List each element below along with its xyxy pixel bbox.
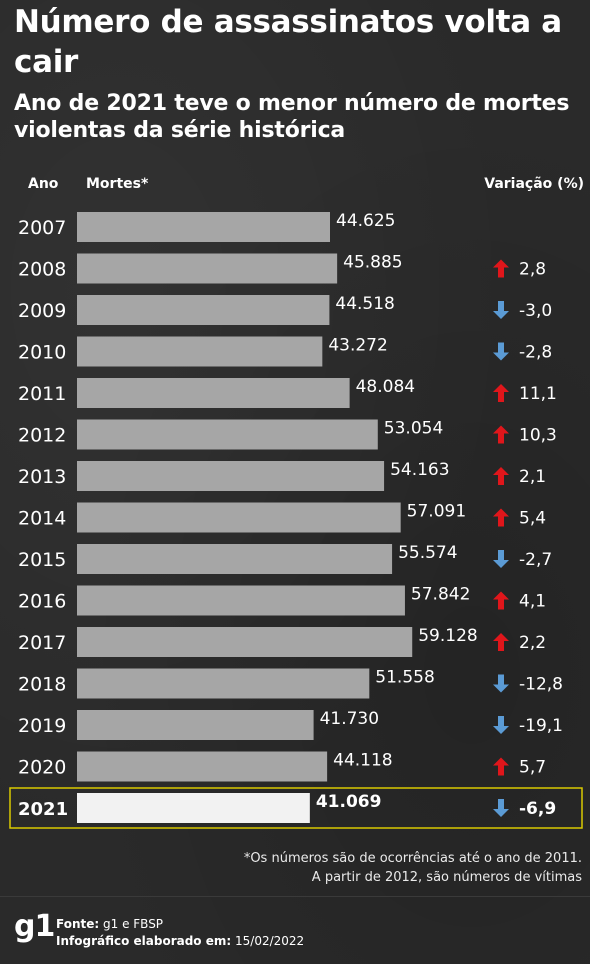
bar	[77, 295, 330, 325]
arrow-up-icon	[493, 757, 509, 776]
made-label: Infográfico elaborado em:	[56, 934, 232, 948]
year-label: 2016	[18, 591, 66, 613]
footnote: *Os números são de ocorrências até o ano…	[244, 849, 582, 887]
variation-label: -12,8	[519, 675, 563, 695]
bar	[77, 544, 393, 574]
variation-label: -19,1	[519, 716, 563, 736]
arrow-up-icon	[493, 633, 509, 651]
g1-logo: g1	[14, 909, 55, 944]
bar	[77, 336, 323, 367]
data-label: 55.574	[398, 543, 457, 563]
footnote-line-2: A partir de 2012, são números de vítimas	[311, 870, 582, 885]
variation-label: 10,3	[519, 426, 557, 446]
year-label: 2014	[18, 508, 66, 530]
year-label: 2020	[18, 757, 66, 779]
data-label: 53.054	[384, 419, 443, 439]
data-label: 44.625	[336, 211, 395, 231]
data-label: 41.730	[320, 709, 379, 729]
arrow-up-icon	[493, 508, 509, 527]
source-value: g1 e FBSP	[103, 917, 164, 931]
year-label: 2009	[18, 300, 66, 322]
bar	[77, 793, 310, 823]
data-label: 44.518	[335, 294, 394, 314]
variation-label: -3,0	[519, 301, 552, 321]
variation-label: 2,1	[519, 467, 546, 487]
arrow-down-icon	[493, 674, 509, 693]
arrow-down-icon	[493, 716, 509, 734]
bar	[77, 253, 338, 284]
made-value: 15/02/2022	[235, 934, 305, 948]
arrow-down-icon	[493, 550, 509, 568]
arrow-up-icon	[493, 384, 509, 402]
bar	[77, 751, 328, 782]
variation-label: 5,7	[519, 758, 546, 778]
data-label: 45.885	[343, 253, 402, 273]
arrow-up-icon	[493, 591, 509, 610]
year-label: 2017	[18, 632, 66, 654]
highlight-frame	[9, 787, 583, 829]
bar	[77, 461, 385, 491]
footnote-line-1: *Os números são de ocorrências até o ano…	[243, 851, 582, 866]
year-label: 2010	[18, 342, 66, 364]
bar	[77, 710, 314, 740]
chart-title: Número de assassinatos volta a cair	[14, 4, 562, 80]
data-label: 54.163	[390, 460, 449, 480]
year-label: 2018	[18, 674, 66, 696]
data-label: 57.842	[411, 585, 470, 605]
bar	[77, 668, 370, 699]
variation-label: 2,2	[519, 633, 546, 653]
variation-label: -6,9	[519, 799, 556, 819]
source-block: Fonte: g1 e FBSP Infográfico elaborado e…	[56, 916, 304, 950]
year-label: 2012	[18, 425, 66, 447]
bar	[77, 585, 405, 616]
data-label: 43.272	[328, 336, 387, 356]
bar	[77, 419, 378, 450]
arrow-down-icon	[493, 301, 509, 319]
bar	[77, 502, 401, 533]
data-label: 41.069	[316, 792, 382, 812]
chart-subtitle: Ano de 2021 teve o menor número de morte…	[14, 91, 570, 143]
variation-column-header: Variação (%)	[484, 176, 584, 192]
arrow-up-icon	[493, 425, 509, 444]
year-column-header: Ano	[28, 176, 59, 192]
variation-label: 5,4	[519, 509, 546, 529]
year-label: 2008	[18, 259, 66, 281]
source-label: Fonte:	[56, 917, 100, 931]
footer-divider	[0, 896, 590, 897]
year-label: 2013	[18, 466, 66, 488]
year-label: 2015	[18, 549, 66, 571]
year-label: 2007	[18, 217, 66, 239]
data-label: 57.091	[407, 502, 466, 522]
data-label: 51.558	[375, 668, 434, 688]
data-label: 48.084	[356, 377, 415, 397]
arrow-up-icon	[493, 467, 509, 485]
bar	[77, 378, 350, 408]
arrow-down-icon	[493, 799, 509, 817]
data-label: 59.128	[418, 626, 477, 646]
year-label: 2021	[18, 799, 68, 820]
variation-label: -2,8	[519, 343, 552, 363]
arrow-down-icon	[493, 342, 509, 361]
data-label: 44.118	[333, 751, 392, 771]
variation-label: 2,8	[519, 260, 546, 280]
variation-label: 4,1	[519, 592, 546, 612]
bar	[77, 212, 330, 242]
arrow-up-icon	[493, 259, 509, 278]
deaths-column-header: Mortes*	[86, 176, 149, 192]
year-label: 2011	[18, 383, 66, 405]
bar-chart: 2007 44.625 2008 45.885 2,8 2009 44.518 -3,0 201…	[9, 211, 583, 829]
variation-label: 11,1	[519, 384, 557, 404]
variation-label: -2,7	[519, 550, 552, 570]
year-label: 2019	[18, 715, 66, 737]
bar	[77, 627, 413, 657]
